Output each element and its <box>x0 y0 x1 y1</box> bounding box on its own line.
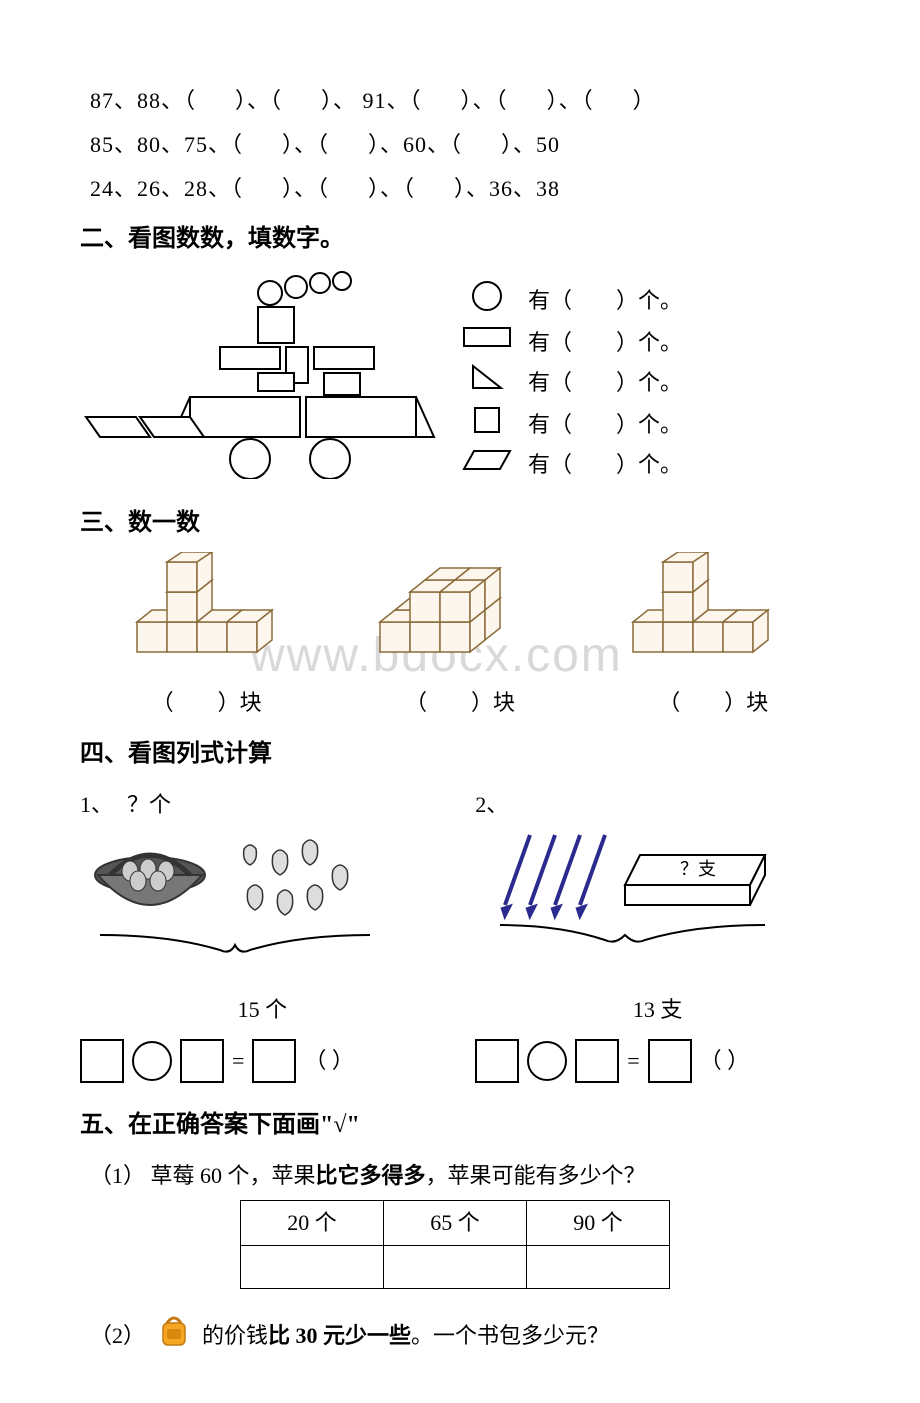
legend-circle-text: 有（ ）个。 <box>528 283 682 318</box>
sequence-line-2: 85、80、75、（ ）、（ ）、60、（ ）、50 <box>90 124 840 166</box>
operator-circle[interactable] <box>132 1041 172 1081</box>
q5-2-suffix: 。一个书包多少元？ <box>411 1323 609 1348</box>
legend-para-text: 有（ ）个。 <box>528 447 682 482</box>
seq2-part-b: ）、（ <box>282 132 329 157</box>
q2-figure: ？支 <box>475 825 795 975</box>
seq1-part-d: ）、（ <box>461 88 508 113</box>
seq3-part-c: ）、（ <box>368 176 415 201</box>
answer-box[interactable] <box>475 1039 519 1083</box>
section-4-q1: 1、 ？个 <box>80 784 445 1083</box>
q1-equation: = （ ） <box>80 1039 445 1083</box>
seq3-part-b: ）、（ <box>282 176 329 201</box>
seq1-part-b: ）、（ <box>235 88 282 113</box>
answer-box[interactable] <box>648 1039 692 1083</box>
table-cell: 90 个 <box>527 1201 670 1246</box>
section-2-heading: 二、看图数数，填数字。 <box>80 217 840 263</box>
table-cell: 20 个 <box>241 1201 384 1246</box>
legend-tri-text: 有（ ）个。 <box>528 365 682 400</box>
answer-box[interactable] <box>575 1039 619 1083</box>
q1-figure <box>80 825 400 975</box>
section-3-cubes: （ ）块 <box>80 552 840 724</box>
cube-2-label: （ ）块 <box>370 682 550 724</box>
section-4-q2: 2、 ？支 <box>475 784 840 1083</box>
section-3-heading: 三、数一数 <box>80 501 840 547</box>
answer-box[interactable] <box>180 1039 224 1083</box>
cube-figure-2 <box>370 552 550 662</box>
seq2-part-a: 85、80、75、（ <box>90 132 243 157</box>
triangle-icon <box>460 362 514 402</box>
square-icon <box>460 405 514 445</box>
section-2-figure <box>80 269 460 493</box>
legend-sq-text: 有（ ）个。 <box>528 407 682 442</box>
q1-question-mark: ？个 <box>127 784 171 826</box>
circle-icon <box>460 279 514 323</box>
section-4-heading: 四、看图列式计算 <box>80 732 840 778</box>
cube-figure-1 <box>117 552 297 662</box>
q5-2-mid: 的价钱 <box>202 1323 268 1348</box>
cube-1-label: （ ）块 <box>117 682 297 724</box>
q2-box-label: ？支 <box>680 859 716 879</box>
schoolbag-icon <box>157 1313 191 1363</box>
parallelogram-icon <box>460 447 514 483</box>
seq1-part-c: ）、 91、（ <box>321 88 422 113</box>
cube-figure-3 <box>623 552 803 662</box>
answer-box[interactable] <box>252 1039 296 1083</box>
section-5-q2: （2） 的价钱比 30 元少一些。一个书包多少元？ <box>90 1313 840 1363</box>
legend-rect-text: 有（ ）个。 <box>528 325 682 360</box>
q5-1-bold: 比它多得多 <box>316 1163 426 1188</box>
seq2-part-c: ）、60、（ <box>368 132 462 157</box>
operator-circle[interactable] <box>527 1041 567 1081</box>
answer-box[interactable] <box>80 1039 124 1083</box>
sequence-line-1: 87、88、（ ）、（ ）、 91、（ ）、（ ）、（ ） <box>90 80 840 122</box>
answer-cell[interactable] <box>241 1246 384 1289</box>
q2-equation: = （ ） <box>475 1039 840 1083</box>
q5-1-prompt-b: ，苹果可能有多少个？ <box>426 1163 646 1188</box>
q2-total: 13 支 <box>475 989 840 1031</box>
answer-cell[interactable] <box>384 1246 527 1289</box>
sequence-line-3: 24、26、28、（ ）、（ ）、（ ）、36、38 <box>90 168 840 210</box>
q2-number: 2、 <box>475 792 508 817</box>
table-cell: 65 个 <box>384 1201 527 1246</box>
answer-cell[interactable] <box>527 1246 670 1289</box>
seq1-part-a: 87、88、（ <box>90 88 196 113</box>
section-2-legend: 有（ ）个。 有（ ）个。 有（ ）个。 <box>460 279 800 485</box>
section-5-q1: （1） 草莓 60 个，苹果比它多得多，苹果可能有多少个？ <box>90 1155 840 1197</box>
q1-number: 1、 <box>80 784 113 826</box>
q5-1-prompt-a: （1） 草莓 60 个，苹果 <box>90 1163 316 1188</box>
seq3-part-d: ）、36、38 <box>454 176 560 201</box>
q1-total: 15 个 <box>80 989 445 1031</box>
section-5-heading: 五、在正确答案下面画"√" <box>80 1103 840 1149</box>
cube-3-label: （ ）块 <box>623 682 803 724</box>
seq2-part-d: ）、50 <box>501 132 560 157</box>
seq3-part-a: 24、26、28、（ <box>90 176 243 201</box>
q5-2-bold: 比 30 元少一些 <box>268 1323 411 1348</box>
q5-1-answer-table: 20 个 65 个 90 个 <box>240 1200 670 1289</box>
seq1-part-e: ）、（ <box>547 88 594 113</box>
seq1-part-f: ） <box>633 88 656 113</box>
q1-unit: （ ） <box>304 1040 354 1082</box>
q2-unit: （ ） <box>700 1040 750 1082</box>
q5-2-prefix: （2） <box>90 1323 145 1348</box>
rectangle-icon <box>460 325 514 360</box>
